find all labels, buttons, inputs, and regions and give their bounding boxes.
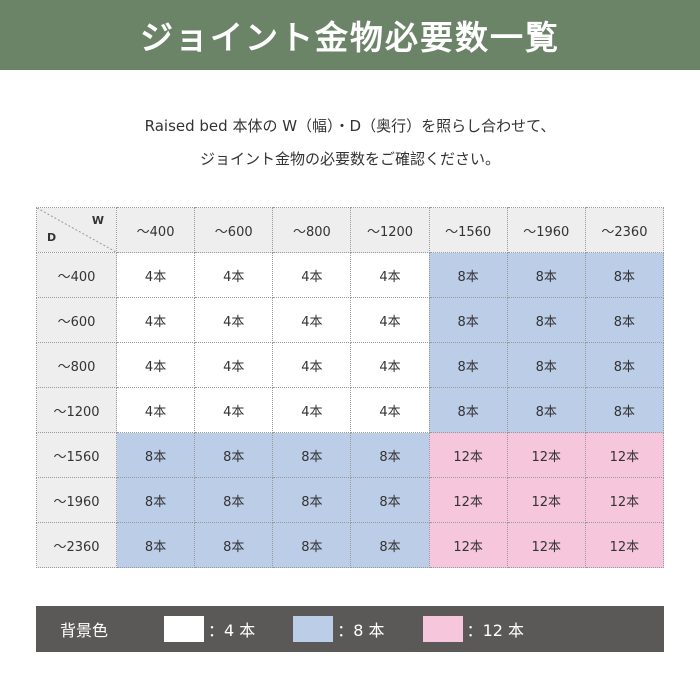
table-cell: 4本 xyxy=(272,342,352,388)
table-cell: 8本 xyxy=(428,297,508,343)
page-header: ジョイント金物必要数一覧 xyxy=(0,0,700,70)
legend-label: ：8 本 xyxy=(337,621,385,640)
legend-swatch-blue xyxy=(293,616,334,642)
table-cell: 8本 xyxy=(115,477,196,523)
column-header: ～400 xyxy=(115,207,196,253)
column-header: ～1960 xyxy=(506,207,586,253)
table-cell: 8本 xyxy=(194,477,274,523)
legend-label: ：4 本 xyxy=(208,621,256,640)
table-cell: 8本 xyxy=(506,342,586,388)
legend-swatch-white xyxy=(164,616,204,642)
table-cell: 8本 xyxy=(350,477,430,523)
table-cell: 8本 xyxy=(506,387,586,433)
column-header: ～1200 xyxy=(350,207,430,253)
table-cell: 4本 xyxy=(272,297,352,343)
row-header: ～1200 xyxy=(36,387,117,433)
table-cell: 4本 xyxy=(350,387,430,433)
table-cell: 4本 xyxy=(194,342,274,388)
row-header: ～1960 xyxy=(36,477,117,523)
page-title: ジョイント金物必要数一覧 xyxy=(140,18,560,57)
table-cell: 12本 xyxy=(584,432,665,478)
column-header: ～600 xyxy=(194,207,274,253)
intro-line-2: ジョイント金物の必要数をご確認ください。 xyxy=(199,150,500,168)
table-cell: 8本 xyxy=(272,477,352,523)
legend-label: ：12 本 xyxy=(466,621,525,640)
table-row: ～600 4本 4本 4本 4本 8本 8本 8本 xyxy=(36,297,665,343)
table-cell: 4本 xyxy=(350,252,430,298)
table-cell: 8本 xyxy=(428,252,508,298)
table-row: ～1200 4本 4本 4本 4本 8本 8本 8本 xyxy=(36,387,665,433)
column-header: ～800 xyxy=(272,207,352,253)
legend-item: ：4 本 xyxy=(164,616,255,642)
table-cell: 8本 xyxy=(350,432,430,478)
table-cell: 4本 xyxy=(194,387,274,433)
table-corner-cell: W D xyxy=(36,207,117,253)
table-row: ～800 4本 4本 4本 4本 8本 8本 8本 xyxy=(36,342,665,388)
table-row: ～1960 8本 8本 8本 8本 12本 12本 12本 xyxy=(36,477,665,523)
table-cell: 12本 xyxy=(428,477,508,523)
row-header: ～2360 xyxy=(36,522,117,568)
row-header: ～1560 xyxy=(36,432,117,478)
column-header: ～1560 xyxy=(428,207,508,253)
table-cell: 8本 xyxy=(115,432,196,478)
legend-title: 背景色 xyxy=(60,621,109,640)
intro-text: Raised bed 本体の W（幅）・D（奥行）を照らし合わせて、 ジョイント… xyxy=(0,110,700,176)
table-cell: 4本 xyxy=(350,297,430,343)
intro-line-1: Raised bed 本体の W（幅）・D（奥行）を照らし合わせて、 xyxy=(144,117,556,135)
table-cell: 12本 xyxy=(584,522,665,568)
column-header: ～2360 xyxy=(584,207,665,253)
table-cell: 12本 xyxy=(506,432,586,478)
table-cell: 12本 xyxy=(428,432,508,478)
table-cell: 8本 xyxy=(506,252,586,298)
table-cell: 4本 xyxy=(194,297,274,343)
corner-diagonal-line xyxy=(37,208,116,252)
table-cell: 4本 xyxy=(272,252,352,298)
table-cell: 8本 xyxy=(115,522,196,568)
table-cell: 4本 xyxy=(350,342,430,388)
table-cell: 8本 xyxy=(584,342,665,388)
table-cell: 8本 xyxy=(272,432,352,478)
legend-item: ：8 本 xyxy=(293,616,385,642)
color-legend: 背景色 ：4 本 ：8 本 ：12 本 xyxy=(36,606,664,652)
legend-swatch-pink xyxy=(422,616,463,642)
table-cell: 4本 xyxy=(272,387,352,433)
table-cell: 4本 xyxy=(115,252,196,298)
joint-count-table: W D ～400 ～600 ～800 ～1200 ～1560 ～1960 ～23… xyxy=(36,207,665,568)
table-cell: 8本 xyxy=(428,387,508,433)
row-header: ～600 xyxy=(36,297,117,343)
table-cell: 4本 xyxy=(115,387,196,433)
table-row: ～1560 8本 8本 8本 8本 12本 12本 12本 xyxy=(36,432,665,478)
table-cell: 8本 xyxy=(272,522,352,568)
table-cell: 8本 xyxy=(428,342,508,388)
table-cell: 4本 xyxy=(115,342,196,388)
table-cell: 12本 xyxy=(428,522,508,568)
table-cell: 8本 xyxy=(584,252,665,298)
corner-width-label: W xyxy=(91,214,104,227)
table-cell: 8本 xyxy=(506,297,586,343)
corner-depth-label: D xyxy=(47,231,57,244)
table-cell: 8本 xyxy=(584,297,665,343)
table-row: ～2360 8本 8本 8本 8本 12本 12本 12本 xyxy=(36,522,665,568)
table-cell: 12本 xyxy=(506,477,586,523)
table-cell: 8本 xyxy=(194,522,274,568)
legend-item: ：12 本 xyxy=(422,616,525,642)
row-header: ～800 xyxy=(36,342,117,388)
table-row: ～400 4本 4本 4本 4本 8本 8本 8本 xyxy=(36,252,665,298)
table-cell: 12本 xyxy=(584,477,665,523)
row-header: ～400 xyxy=(36,252,117,298)
table-cell: 4本 xyxy=(115,297,196,343)
table-cell: 4本 xyxy=(194,252,274,298)
table-cell: 8本 xyxy=(194,432,274,478)
table-header-row: W D ～400 ～600 ～800 ～1200 ～1560 ～1960 ～23… xyxy=(36,207,665,253)
table-cell: 8本 xyxy=(350,522,430,568)
table-cell: 12本 xyxy=(506,522,586,568)
table-cell: 8本 xyxy=(584,387,665,433)
